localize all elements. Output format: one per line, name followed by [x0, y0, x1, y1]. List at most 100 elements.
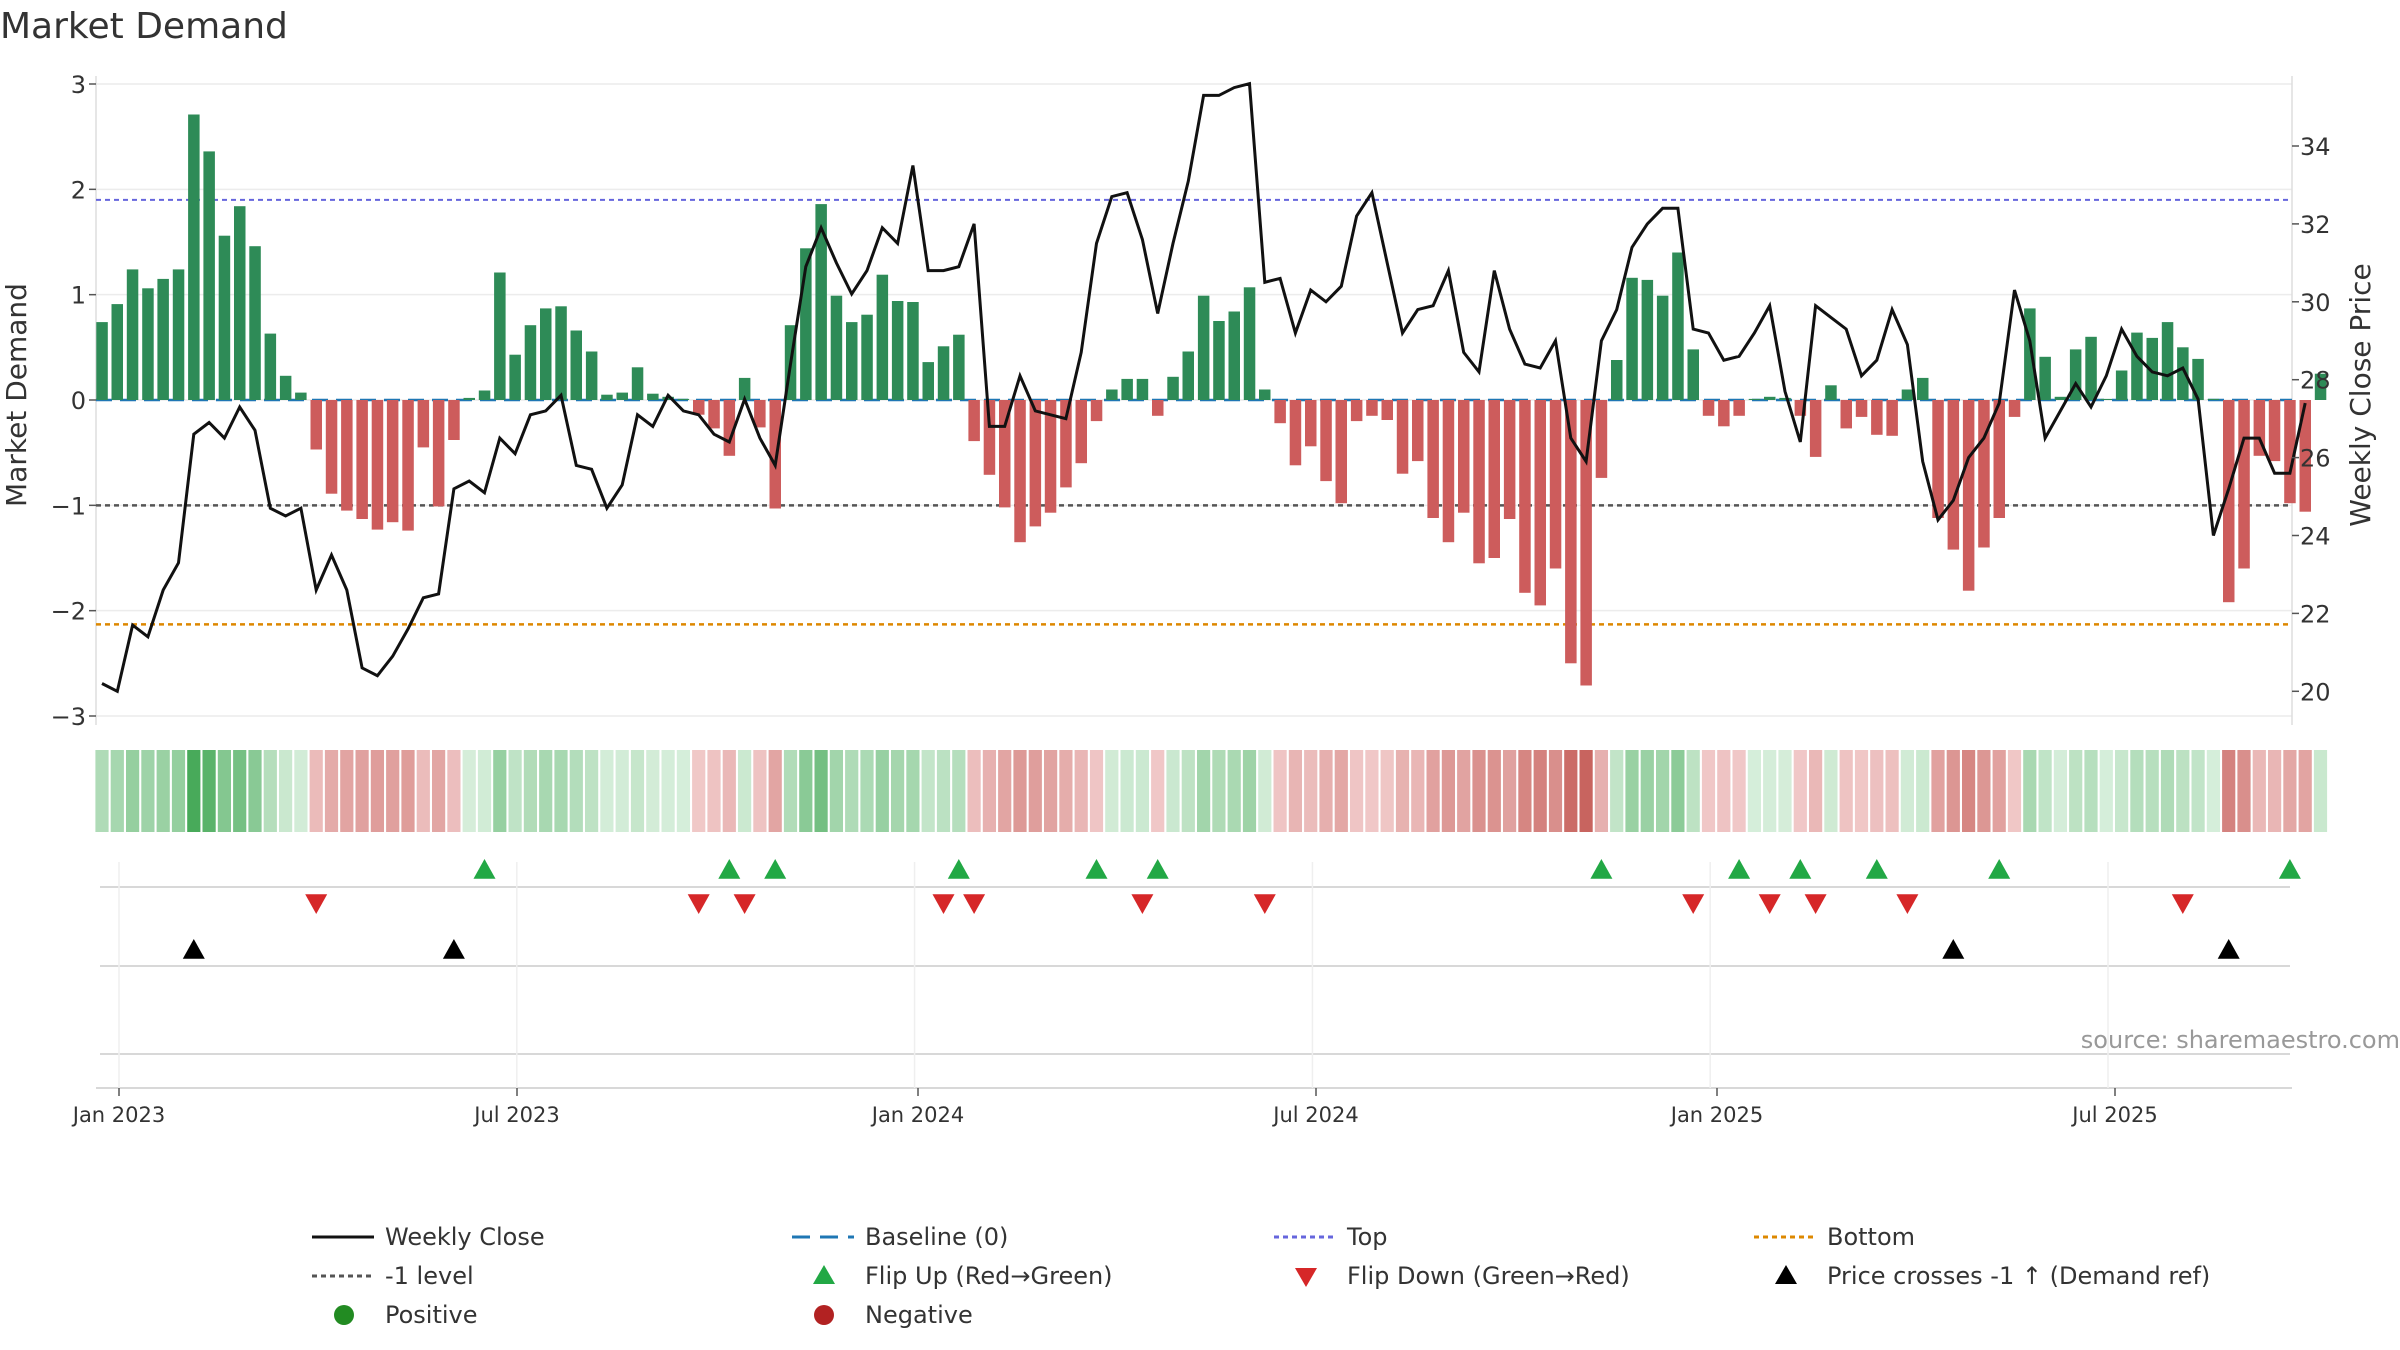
- legend-dot: [814, 1305, 834, 1325]
- demand-bar: [494, 272, 506, 400]
- heat-cell: [1166, 750, 1180, 832]
- heat-cell: [1564, 750, 1578, 832]
- demand-bar: [570, 330, 582, 400]
- heat-cell: [2191, 750, 2205, 832]
- demand-bar: [1932, 400, 1944, 518]
- heat-cell: [1395, 750, 1410, 832]
- heat-cell: [753, 750, 767, 832]
- demand-bar: [907, 302, 919, 400]
- heat-cell: [814, 750, 828, 832]
- heat-cell: [1732, 750, 1746, 832]
- demand-bar: [203, 151, 215, 400]
- heat-cell: [2252, 750, 2266, 832]
- flip-up-marker: [2278, 859, 2301, 879]
- heat-cell: [1518, 750, 1532, 832]
- legend-label: Weekly Close: [385, 1223, 545, 1251]
- heat-cell: [355, 750, 369, 832]
- demand-bar: [325, 400, 338, 494]
- demand-bar: [2192, 358, 2204, 400]
- heat-cell: [615, 750, 629, 832]
- heat-cell: [1579, 750, 1593, 832]
- demand-bar: [1702, 400, 1715, 416]
- demand-bar: [1764, 396, 1776, 400]
- demand-bar: [1442, 400, 1455, 543]
- y2-tick-label: 24: [2300, 523, 2331, 551]
- demand-bar: [218, 235, 231, 400]
- demand-bar: [1427, 400, 1439, 518]
- heat-cell: [585, 750, 599, 832]
- heat-cell: [891, 750, 905, 832]
- heat-cell: [309, 750, 323, 832]
- demand-bar: [1978, 400, 1990, 548]
- demand-bar: [1152, 400, 1164, 416]
- demand-bar: [1136, 378, 1149, 400]
- x-tick-label: Jan 2023: [71, 1103, 166, 1127]
- demand-bar: [876, 274, 889, 400]
- heat-cell: [248, 750, 262, 832]
- heat-cell: [1457, 750, 1471, 832]
- demand-bar: [953, 334, 965, 400]
- demand-bar: [769, 400, 781, 509]
- legend-label: Positive: [385, 1301, 478, 1329]
- legend-triangle: [1775, 1265, 1797, 1284]
- y-tick-label: 2: [71, 176, 86, 204]
- heat-cell: [1074, 750, 1088, 832]
- demand-bar: [1014, 400, 1026, 543]
- heat-cell: [1135, 750, 1149, 832]
- heat-cell: [324, 750, 339, 832]
- heat-cell: [508, 750, 522, 832]
- heat-cell: [2160, 750, 2175, 832]
- heat-cell: [2237, 750, 2251, 832]
- heat-cell: [829, 750, 843, 832]
- heat-cell: [845, 750, 859, 832]
- chart-title: Market Demand: [0, 6, 288, 47]
- heat-cell: [1809, 750, 1823, 832]
- flip-up-marker: [764, 859, 787, 879]
- legend-triangle: [1295, 1268, 1317, 1287]
- heat-cell: [217, 750, 231, 832]
- flip-up-marker: [947, 859, 970, 879]
- legend: Weekly Close Baseline (0) Top Bottom -1 leve…: [312, 1223, 2210, 1329]
- demand-bar: [1060, 400, 1072, 488]
- flip-up-marker: [1728, 859, 1751, 879]
- heat-cell: [2268, 750, 2282, 832]
- heat-cell: [2069, 750, 2083, 832]
- legend-swatch: [334, 1305, 354, 1325]
- heat-cell: [1839, 750, 1853, 832]
- heat-cell: [1870, 750, 1884, 832]
- legend-label: Negative: [865, 1301, 973, 1329]
- demand-bar: [463, 397, 475, 400]
- y2-tick-label: 22: [2300, 600, 2331, 628]
- heat-cell: [554, 750, 568, 832]
- legend-swatch: [814, 1305, 834, 1325]
- y-tick-label: −3: [51, 703, 86, 731]
- heat-cell: [1151, 750, 1165, 832]
- demand-bar: [1748, 398, 1761, 400]
- demand-bar: [1733, 400, 1745, 416]
- legend-item: Bottom: [1754, 1223, 1915, 1251]
- demand-bar: [830, 295, 843, 400]
- heat-cell: [692, 750, 706, 832]
- demand-bar: [1840, 400, 1852, 429]
- heat-cell: [1548, 750, 1563, 832]
- heat-cell: [1533, 750, 1547, 832]
- demand-bar: [1259, 389, 1271, 400]
- heat-cell: [1334, 750, 1348, 832]
- heat-cell: [1701, 750, 1716, 832]
- legend-item: Positive: [334, 1301, 478, 1329]
- heat-cell: [1426, 750, 1440, 832]
- demand-bar: [448, 400, 460, 440]
- demand-bar: [1962, 400, 1975, 591]
- demand-bar: [1611, 360, 1623, 400]
- demand-bar: [1366, 400, 1378, 416]
- legend-dot: [334, 1305, 354, 1325]
- y2-tick-label: 26: [2300, 445, 2331, 473]
- flip-up-marker: [1085, 859, 1108, 879]
- flip-up-marker: [1146, 859, 1169, 879]
- heat-strip: [95, 750, 2328, 832]
- heat-cell: [1610, 750, 1624, 832]
- heat-cell: [921, 750, 935, 832]
- demand-bar: [1901, 389, 1914, 400]
- heat-cell: [906, 750, 920, 832]
- demand-bar: [616, 392, 628, 400]
